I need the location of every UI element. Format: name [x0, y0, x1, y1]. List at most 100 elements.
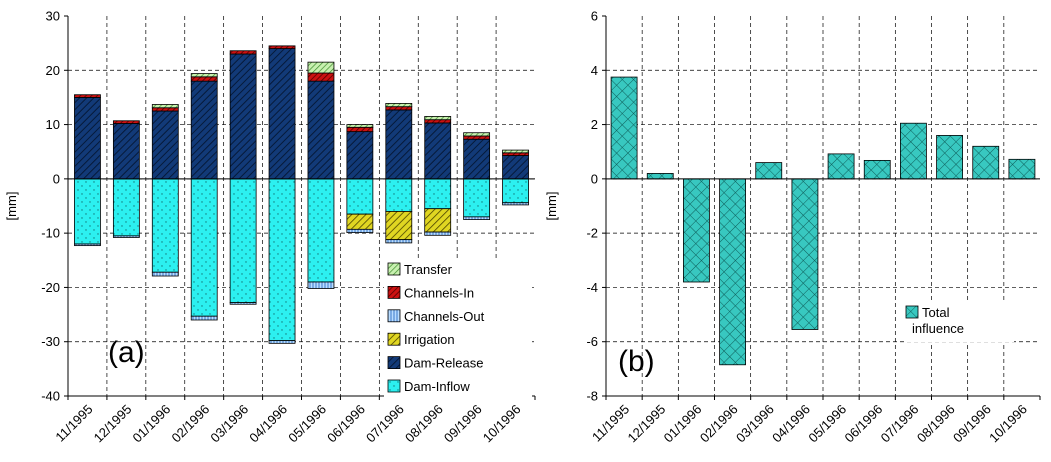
bar-transfer	[385, 103, 413, 108]
bar-channels-out	[385, 239, 413, 244]
bar-total-influence	[755, 162, 783, 180]
bar-dam-release	[307, 80, 335, 180]
bar-total-influence	[972, 145, 1000, 180]
bar-channels-in	[346, 126, 374, 133]
bar-dam-release	[424, 122, 452, 180]
panel-a: -40 -30 -20 -10 0 10 20 30 11/199512/199501/1996…	[4, 9, 536, 446]
bar-total-influence	[827, 153, 855, 180]
bar-dam-inflow	[268, 178, 296, 342]
bar-channels-in	[424, 119, 452, 124]
bar-channels-in	[268, 45, 296, 49]
bar-total-influence	[936, 135, 963, 180]
y-tick-label: -6	[586, 334, 598, 349]
x-tick-label: 09/1996	[950, 402, 994, 446]
legend-swatch	[387, 309, 401, 323]
y-tick-label: -40	[41, 389, 60, 404]
legend-label: Irrigation	[404, 332, 455, 347]
y-tick-label: 0	[53, 171, 60, 186]
bar-channels-out	[346, 228, 374, 233]
x-tick-label: 06/1996	[324, 402, 368, 446]
y-axis-label: [mm]	[544, 192, 559, 221]
bar-irrigation	[346, 213, 374, 230]
bar-dam-inflow	[385, 178, 413, 212]
x-tick-label: 09/1996	[441, 402, 485, 446]
panel-b: -8 -6 -4 -2 0 2 4 6 11/199512/199501/199602/1996…	[544, 9, 1041, 446]
bar-total-influence	[791, 178, 819, 330]
x-tick-label: 03/1996	[733, 402, 777, 446]
bar-total-influence	[719, 178, 746, 366]
bar-dam-inflow	[74, 178, 101, 245]
bar-dam-inflow	[151, 178, 179, 273]
y-tick-label: -30	[41, 334, 60, 349]
x-tick-label: 07/1996	[878, 402, 922, 446]
bar-dam-release	[74, 97, 101, 180]
bar-channels-out	[502, 202, 529, 206]
bar-transfer	[463, 132, 491, 137]
bar-dam-release	[190, 80, 218, 180]
bar-channels-in	[112, 120, 140, 124]
legend-swatch	[905, 305, 919, 319]
x-tick-label: 07/1996	[363, 402, 407, 446]
y-tick-label: 0	[591, 171, 598, 186]
x-tick-label: 03/1996	[207, 402, 251, 446]
y-tick-label: -2	[586, 226, 598, 241]
y-tick-label: 6	[591, 9, 598, 24]
bar-channels-out	[190, 315, 218, 321]
legend-box	[384, 258, 532, 405]
bar-dam-inflow	[463, 178, 491, 218]
bar-channels-in	[190, 76, 218, 82]
bar-total-influence	[646, 173, 674, 180]
y-tick-label: 20	[46, 63, 60, 78]
bar-dam-inflow	[307, 178, 335, 283]
bar-channels-in	[385, 106, 413, 111]
x-tick-label: 05/1996	[805, 402, 849, 446]
bar-total-influence	[683, 178, 710, 283]
bar-total-influence	[863, 159, 891, 180]
bar-dam-release	[112, 123, 140, 180]
legend: Transfer Channels-In Channels-Out Irrigatio…	[384, 258, 532, 405]
legend-label: Channels-Out	[404, 309, 485, 324]
bar-channels-out	[424, 231, 452, 236]
bar-dam-release	[502, 155, 529, 180]
x-tick-label: 10/1996	[480, 402, 524, 446]
legend-swatch	[387, 379, 401, 393]
legend-label: Dam-Release	[404, 356, 483, 371]
bar-irrigation	[424, 208, 452, 233]
bar-dam-inflow	[229, 178, 257, 304]
bar-dam-inflow	[112, 178, 140, 237]
legend-label: Channels-In	[404, 285, 474, 300]
legend-swatch	[387, 262, 401, 276]
bar-irrigation	[385, 211, 413, 241]
x-tick-label: 11/1995	[589, 402, 632, 445]
x-tick-label: 06/1996	[842, 402, 886, 446]
bar-channels-in	[151, 107, 179, 112]
x-tick-label: 11/1995	[52, 402, 95, 445]
bar-total-influence	[610, 76, 638, 180]
bar-transfer	[151, 104, 179, 109]
legend-label: Transfer	[404, 262, 453, 277]
bar-dam-inflow	[190, 178, 218, 317]
bar-transfer	[346, 124, 374, 128]
panel-label: (b)	[618, 345, 655, 378]
bar-dam-release	[229, 53, 257, 180]
x-tick-label: 12/1995	[625, 402, 669, 446]
bar-transfer	[190, 73, 218, 78]
legend-label: influence	[912, 321, 964, 336]
legend-label: Dam-Inflow	[404, 379, 470, 394]
bar-channels-out	[307, 281, 335, 289]
bar-dam-release	[151, 110, 179, 180]
bar-channels-in	[74, 94, 101, 98]
x-tick-label: 01/1996	[130, 402, 174, 446]
y-tick-label: 30	[46, 9, 60, 24]
x-tick-label: 10/1996	[986, 402, 1030, 446]
bar-dam-release	[463, 138, 491, 180]
bar-dam-inflow	[424, 178, 452, 210]
bar-transfer	[307, 61, 335, 74]
y-tick-label: 2	[591, 117, 598, 132]
bar-channels-in	[463, 135, 491, 140]
bar-channels-in	[307, 72, 335, 82]
bar-channels-in	[229, 50, 257, 55]
bar-channels-out	[74, 243, 101, 247]
